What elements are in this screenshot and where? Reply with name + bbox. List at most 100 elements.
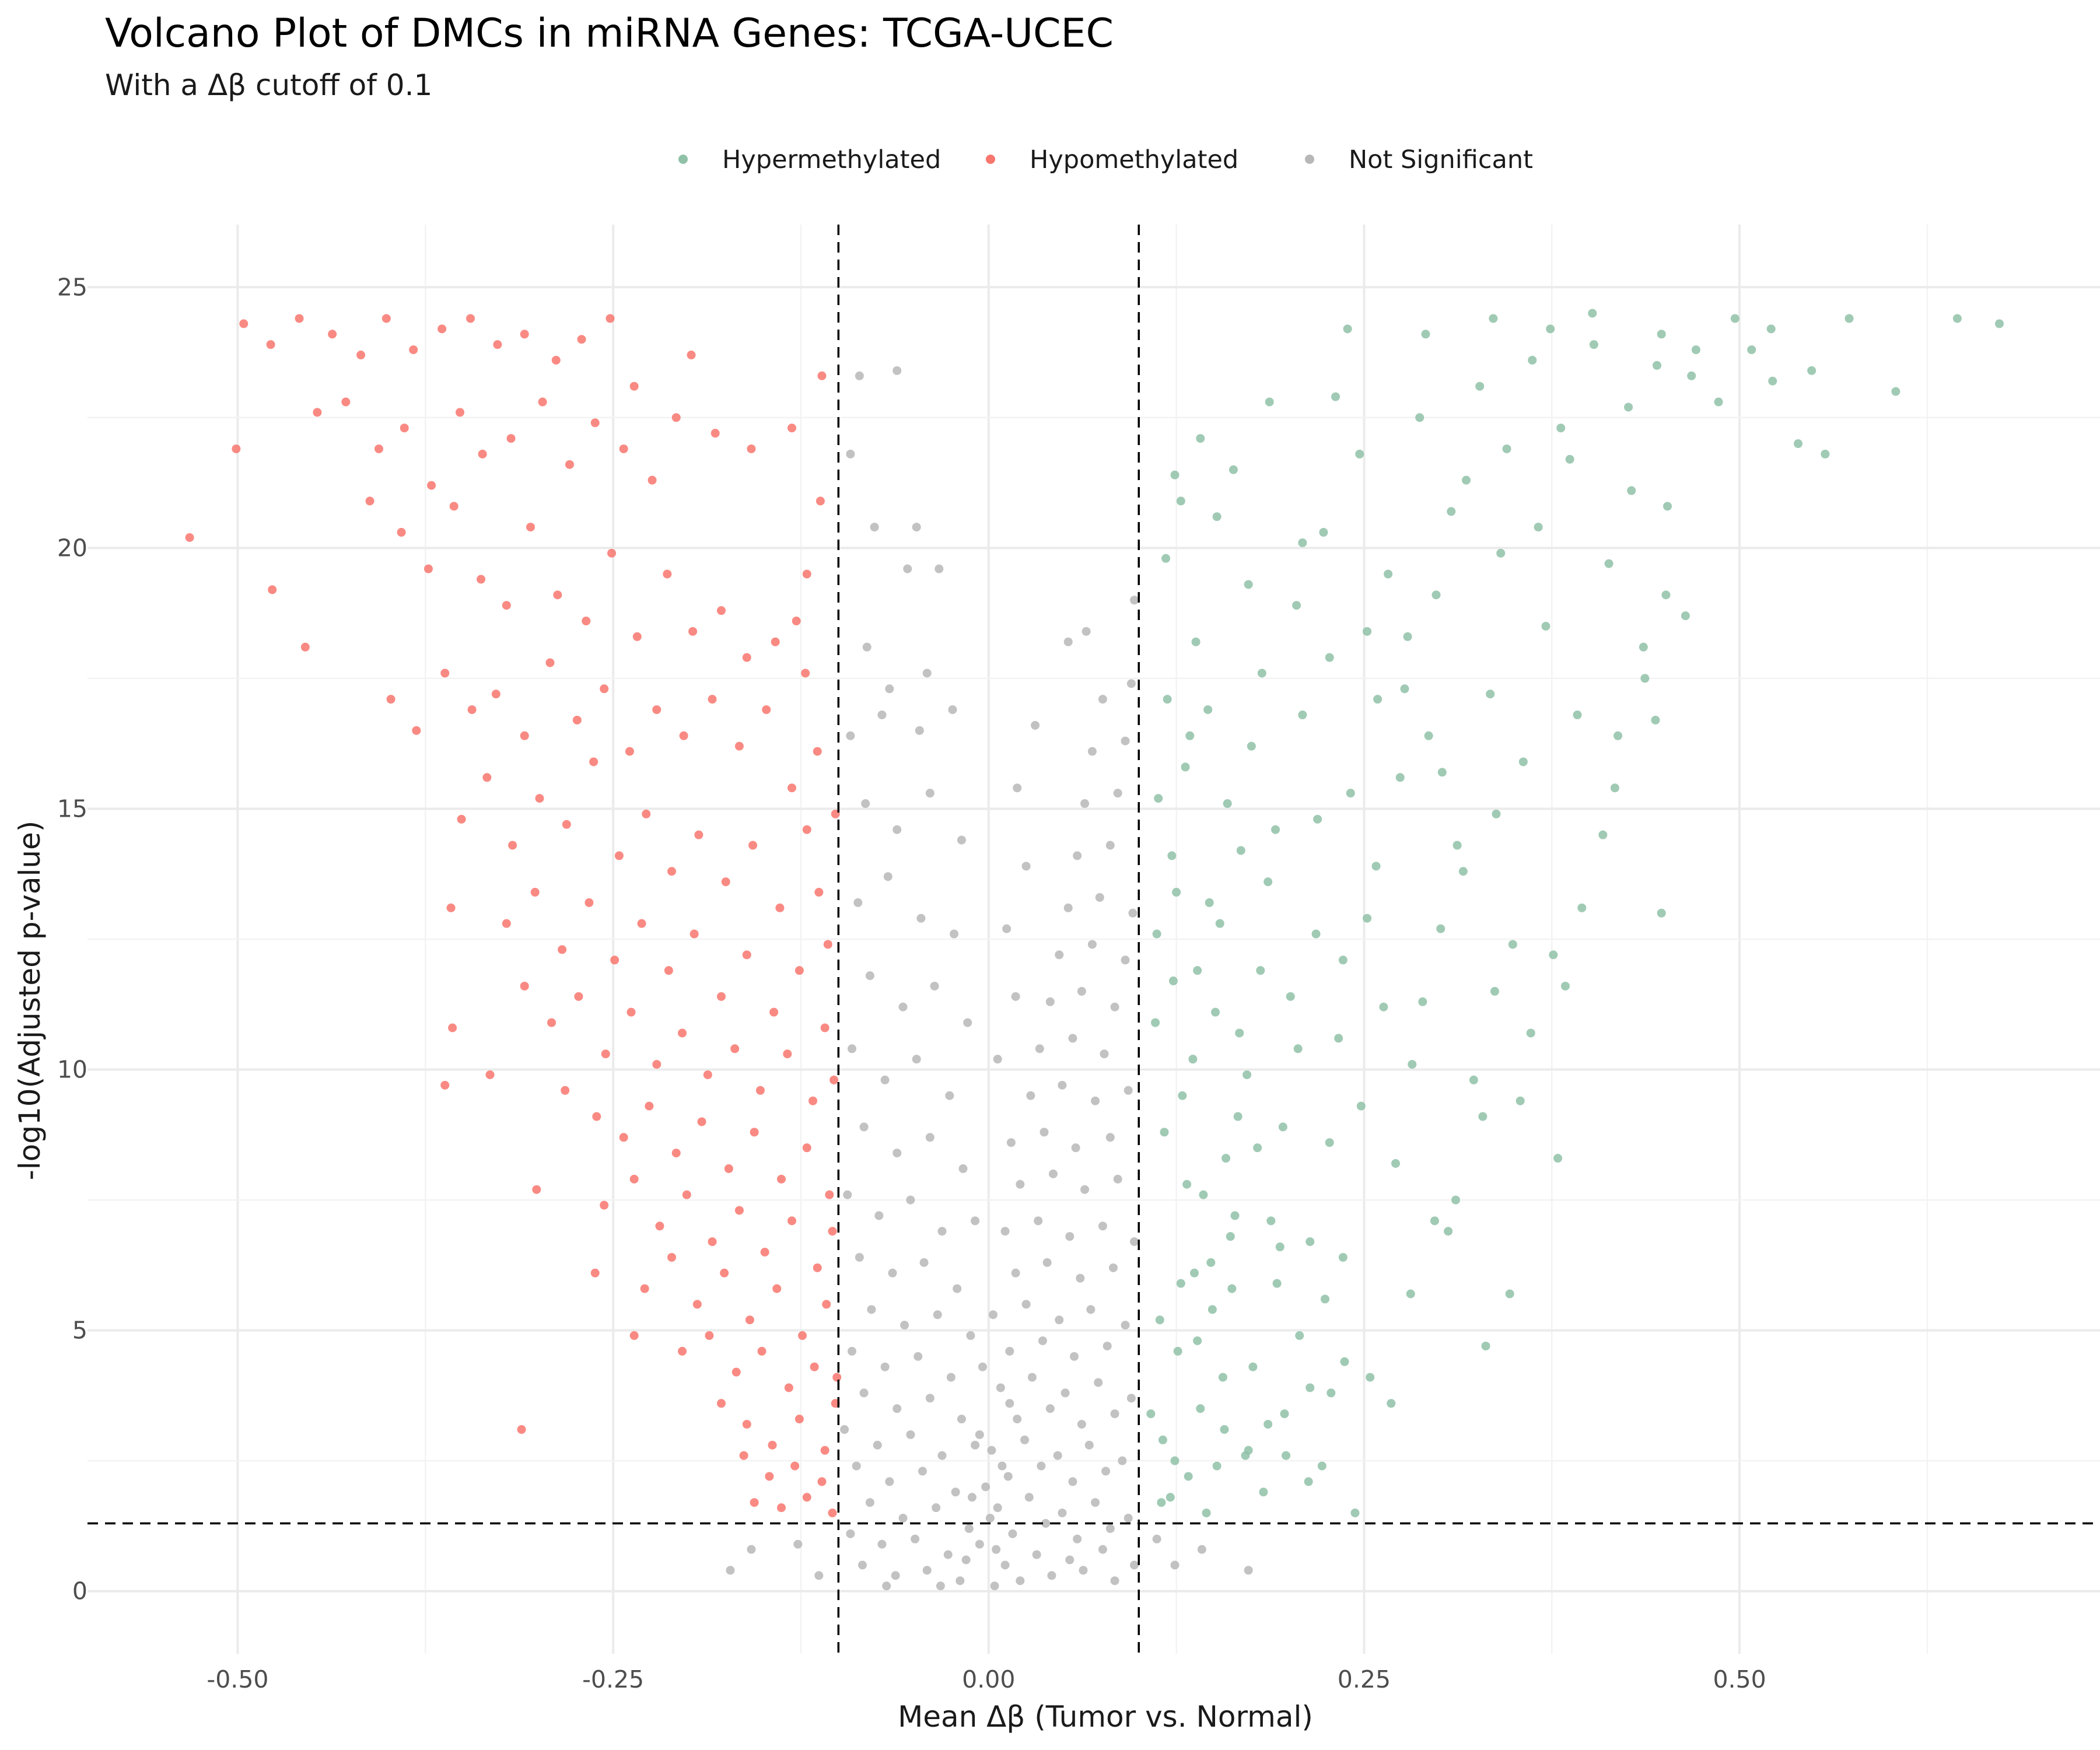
- data-point: [1055, 1315, 1064, 1325]
- data-point: [456, 408, 465, 417]
- data-point: [1172, 888, 1181, 897]
- data-point: [386, 695, 396, 704]
- data-point: [1233, 1112, 1242, 1121]
- data-point: [1366, 1373, 1375, 1382]
- data-point: [961, 1555, 971, 1564]
- data-point: [1110, 1002, 1119, 1012]
- data-point: [1282, 1451, 1291, 1460]
- data-point: [1058, 1508, 1067, 1518]
- data-point: [688, 626, 698, 636]
- data-point: [239, 319, 249, 328]
- data-point: [825, 1190, 834, 1199]
- data-point: [1534, 523, 1543, 532]
- data-point: [964, 1524, 974, 1533]
- data-point: [449, 502, 459, 511]
- data-point: [911, 1534, 920, 1544]
- data-point: [1220, 1425, 1229, 1434]
- data-point: [427, 481, 436, 490]
- data-point: [440, 668, 450, 678]
- data-point: [565, 460, 574, 469]
- data-point: [1108, 1263, 1118, 1272]
- data-point: [1421, 330, 1430, 339]
- data-point: [1451, 1195, 1460, 1205]
- data-point: [1627, 486, 1636, 495]
- data-point: [1373, 695, 1382, 704]
- data-point: [1055, 950, 1064, 960]
- data-point: [802, 569, 811, 579]
- data-point: [532, 1185, 541, 1194]
- data-point: [716, 606, 726, 615]
- data-point: [1264, 1420, 1273, 1429]
- data-point: [1235, 1028, 1244, 1038]
- data-point: [1077, 986, 1086, 996]
- data-point: [619, 1133, 628, 1142]
- data-point: [1598, 830, 1608, 839]
- y-tick-label: 10: [57, 1056, 88, 1084]
- data-point: [989, 1310, 998, 1320]
- data-point: [440, 1080, 450, 1090]
- data-point: [1218, 1373, 1227, 1382]
- data-point: [892, 1149, 902, 1158]
- data-point: [847, 1044, 856, 1054]
- data-point: [933, 1310, 942, 1320]
- data-point: [1045, 1404, 1055, 1413]
- data-point: [1640, 674, 1650, 683]
- data-point: [730, 1044, 740, 1054]
- data-point: [783, 1049, 792, 1059]
- data-point: [365, 496, 374, 506]
- data-point: [705, 1331, 714, 1340]
- data-point: [852, 1461, 861, 1471]
- data-point: [732, 1367, 741, 1377]
- data-point: [491, 690, 501, 699]
- data-point: [697, 1117, 706, 1126]
- data-point: [1035, 1044, 1044, 1054]
- data-point: [652, 705, 662, 715]
- data-point: [328, 330, 337, 339]
- data-point: [1073, 851, 1082, 860]
- data-point: [1042, 1258, 1052, 1267]
- data-point: [1508, 940, 1517, 949]
- data-point: [1714, 397, 1723, 407]
- data-point: [1338, 1252, 1348, 1262]
- data-point: [1444, 1227, 1453, 1236]
- data-point: [1821, 449, 1830, 459]
- data-point: [1486, 690, 1495, 699]
- data-point: [1807, 366, 1817, 375]
- data-point: [790, 1461, 800, 1471]
- data-point: [1146, 1409, 1156, 1419]
- x-tick-label: 0.50: [1713, 1665, 1766, 1693]
- data-point: [847, 1346, 856, 1356]
- data-point: [1130, 596, 1139, 605]
- data-point: [1002, 924, 1012, 933]
- data-point: [996, 1383, 1005, 1392]
- data-point: [1196, 434, 1205, 443]
- data-point: [1356, 1101, 1366, 1111]
- data-point: [957, 1415, 966, 1424]
- data-point: [626, 1007, 636, 1017]
- data-point: [1212, 512, 1222, 522]
- data-point: [1384, 569, 1393, 579]
- data-point: [655, 1222, 664, 1231]
- data-point: [823, 940, 832, 949]
- data-point: [747, 444, 756, 453]
- data-point: [830, 1075, 839, 1084]
- data-point: [956, 1576, 965, 1586]
- data-point: [1222, 1154, 1231, 1163]
- y-tick-label: 5: [72, 1317, 88, 1345]
- data-point: [1436, 924, 1446, 933]
- data-point: [1060, 1388, 1070, 1398]
- data-point: [1080, 799, 1090, 808]
- data-point: [1304, 1477, 1313, 1486]
- data-point: [1311, 929, 1321, 939]
- data-point: [874, 1211, 884, 1220]
- data-point: [1070, 1352, 1079, 1361]
- data-point: [341, 397, 351, 407]
- data-point: [1005, 1346, 1014, 1356]
- data-point: [798, 1331, 807, 1340]
- legend-key: [678, 155, 688, 164]
- data-point: [810, 1362, 819, 1371]
- data-point: [813, 747, 822, 756]
- data-point: [750, 1128, 759, 1137]
- data-point: [467, 705, 477, 715]
- data-point: [784, 1383, 793, 1392]
